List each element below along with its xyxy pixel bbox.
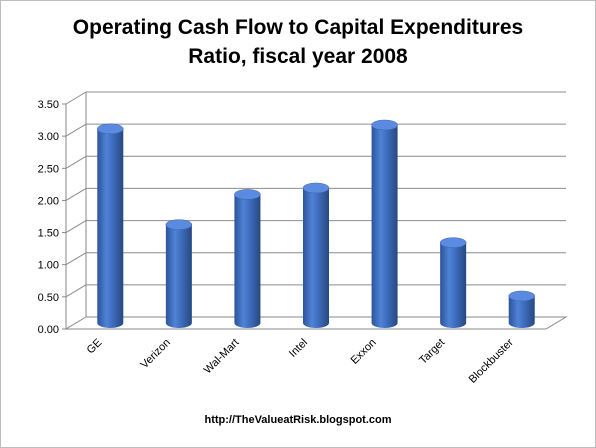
bars — [97, 119, 535, 328]
y-tick-label: 2.50 — [38, 163, 59, 175]
x-tick-label: Wal-Mart — [202, 337, 242, 377]
bar-top — [508, 290, 535, 302]
gridline-side — [65, 187, 87, 201]
x-tick-label: Blockbuster — [467, 336, 516, 385]
bar-body — [165, 224, 192, 328]
y-tick-label: 0.00 — [38, 324, 59, 336]
source-url: http://TheValueatRisk.blogspot.com — [204, 414, 392, 426]
y-tick-label: 3.00 — [38, 131, 59, 143]
chart-title-line-2: Ratio, fiscal year 2008 — [188, 45, 408, 68]
bar-body — [371, 125, 398, 328]
y-tick-labels: 0.00 0.50 1.00 1.50 2.00 2.50 3.00 3.50 — [38, 99, 59, 336]
chart-title-line-1: Operating Cash Flow to Capital Expenditu… — [72, 16, 524, 39]
bar-top — [165, 219, 193, 230]
bar-top — [371, 119, 398, 131]
y-tick-label: 1.50 — [38, 228, 59, 240]
x-tick-label: Verizon — [139, 337, 173, 371]
bar-top — [97, 123, 124, 135]
gridline-side — [65, 252, 87, 266]
bar — [371, 119, 398, 328]
x-tick-label: Exxon — [349, 337, 379, 367]
bar — [97, 123, 124, 328]
bar-top — [439, 237, 467, 248]
bar-body — [508, 296, 535, 328]
gridline-side — [65, 284, 87, 298]
bar-body — [440, 242, 467, 328]
bar-body — [97, 128, 124, 328]
gridline-side — [65, 123, 87, 137]
x-tick-label: GE — [85, 337, 105, 357]
bar-top — [234, 189, 261, 200]
bar — [234, 189, 261, 328]
bar-top — [302, 182, 330, 194]
y-tick-label: 2.00 — [38, 195, 59, 207]
bar — [439, 237, 467, 328]
bar — [508, 290, 535, 328]
bar-body — [303, 188, 329, 328]
gridline-side — [65, 220, 87, 234]
x-tick-label: Intel — [287, 337, 310, 360]
y-tick-label: 0.50 — [38, 292, 59, 304]
x-tick-label: Target — [417, 337, 447, 367]
bar — [165, 219, 193, 328]
gridline-side — [65, 155, 87, 169]
axes — [62, 92, 87, 330]
bar — [302, 182, 330, 328]
y-tick-label: 1.00 — [38, 260, 59, 272]
gridline-side — [65, 91, 87, 105]
x-tick-labels: GE Verizon Wal-Mart Intel Exxon Target Blockbu… — [85, 336, 516, 385]
y-tick-label: 3.50 — [38, 99, 59, 111]
bar-body — [234, 194, 261, 328]
